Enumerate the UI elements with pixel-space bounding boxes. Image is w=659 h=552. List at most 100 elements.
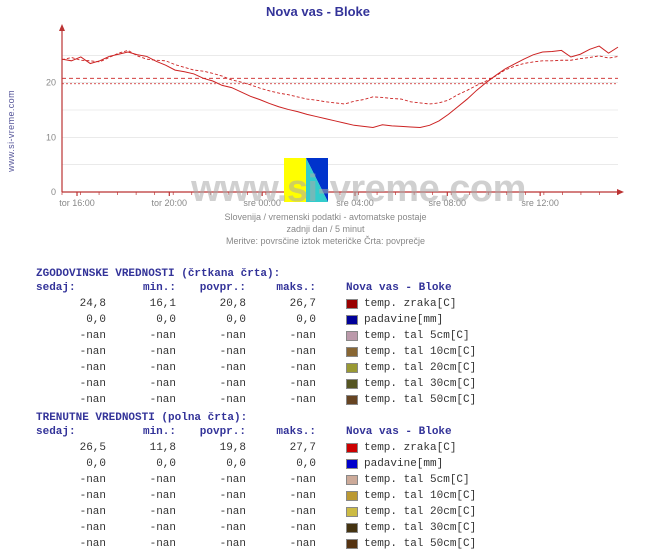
table-cell: -nan xyxy=(254,506,324,518)
table-col-header: sedaj: xyxy=(36,426,114,438)
series-swatch xyxy=(346,443,358,453)
table-row: 0,00,00,00,0padavine[mm] xyxy=(36,456,646,472)
table-cell: -nan xyxy=(36,330,114,342)
table-cell: 19,8 xyxy=(184,442,254,454)
table-cell: 0,0 xyxy=(114,458,184,470)
series-label: temp. tal 50cm[C] xyxy=(364,538,476,550)
series-swatch xyxy=(346,475,358,485)
series-label: temp. tal 30cm[C] xyxy=(364,378,476,390)
series-swatch xyxy=(346,395,358,405)
table-cell: 0,0 xyxy=(184,458,254,470)
table-col-header: min.: xyxy=(114,426,184,438)
table-cell: -nan xyxy=(184,394,254,406)
table-cell: 16,1 xyxy=(114,298,184,310)
table-cell: -nan xyxy=(36,346,114,358)
x-tick-label: tor 16:00 xyxy=(59,198,95,208)
table-cell: -nan xyxy=(184,346,254,358)
table-col-header: min.: xyxy=(114,282,184,294)
svg-text:20: 20 xyxy=(46,78,56,88)
series-swatch xyxy=(346,379,358,389)
subtitle-line-3: Meritve: povrsčine iztok meteričke Črta:… xyxy=(28,236,623,246)
table-row: -nan-nan-nan-nantemp. tal 5cm[C] xyxy=(36,328,646,344)
table-cell: 0,0 xyxy=(114,314,184,326)
series-swatch xyxy=(346,331,358,341)
table-cell: 20,8 xyxy=(184,298,254,310)
table-cell: -nan xyxy=(254,362,324,374)
table-cell: -nan xyxy=(254,330,324,342)
chart-title: Nova vas - Bloke xyxy=(28,4,608,19)
series-label: temp. zraka[C] xyxy=(364,442,456,454)
series-label: padavine[mm] xyxy=(364,458,443,470)
table-cell: -nan xyxy=(114,362,184,374)
table-cell: -nan xyxy=(254,474,324,486)
table-row: -nan-nan-nan-nantemp. tal 10cm[C] xyxy=(36,344,646,360)
table-cell: -nan xyxy=(184,330,254,342)
station-name: Nova vas - Bloke xyxy=(346,426,452,438)
station-name: Nova vas - Bloke xyxy=(346,282,452,294)
table-row: -nan-nan-nan-nantemp. tal 20cm[C] xyxy=(36,360,646,376)
subtitle-line-2: zadnji dan / 5 minut xyxy=(28,224,623,234)
series-swatch xyxy=(346,347,358,357)
data-tables: ZGODOVINSKE VREDNOSTI (črtkana črta):sed… xyxy=(36,264,646,552)
table-cell: 11,8 xyxy=(114,442,184,454)
table-cell: -nan xyxy=(36,538,114,550)
table-cell: 26,7 xyxy=(254,298,324,310)
table-cell: -nan xyxy=(184,490,254,502)
series-swatch xyxy=(346,507,358,517)
table-cell: -nan xyxy=(36,378,114,390)
table-cell: -nan xyxy=(254,378,324,390)
table-col-header: maks.: xyxy=(254,426,324,438)
chart-subtitle: Slovenija / vremenski podatki - avtomats… xyxy=(28,212,623,246)
table-cell: -nan xyxy=(184,522,254,534)
chart-frame: Nova vas - Bloke 01020 tor 16:00tor 20:0… xyxy=(28,2,653,538)
table-row: 26,511,819,827,7temp. zraka[C] xyxy=(36,440,646,456)
table-row: -nan-nan-nan-nantemp. tal 5cm[C] xyxy=(36,472,646,488)
series-label: temp. tal 20cm[C] xyxy=(364,506,476,518)
table-col-header: maks.: xyxy=(254,282,324,294)
table-row: -nan-nan-nan-nantemp. tal 30cm[C] xyxy=(36,376,646,392)
series-label: temp. tal 30cm[C] xyxy=(364,522,476,534)
table-cell: 26,5 xyxy=(36,442,114,454)
table-cell: 0,0 xyxy=(254,314,324,326)
series-label: temp. tal 10cm[C] xyxy=(364,346,476,358)
table-cell: -nan xyxy=(114,522,184,534)
table-cell: -nan xyxy=(114,474,184,486)
table-cell: -nan xyxy=(254,394,324,406)
table-cell: -nan xyxy=(114,490,184,502)
table-cell: 0,0 xyxy=(254,458,324,470)
svg-text:0: 0 xyxy=(51,187,56,196)
table-row: -nan-nan-nan-nantemp. tal 50cm[C] xyxy=(36,392,646,408)
table-row: -nan-nan-nan-nantemp. tal 30cm[C] xyxy=(36,520,646,536)
table-cell: 0,0 xyxy=(184,314,254,326)
table-row: -nan-nan-nan-nantemp. tal 50cm[C] xyxy=(36,536,646,552)
table-cell: -nan xyxy=(184,506,254,518)
table-row: 0,00,00,00,0padavine[mm] xyxy=(36,312,646,328)
table-cell: -nan xyxy=(254,346,324,358)
series-label: temp. tal 10cm[C] xyxy=(364,490,476,502)
series-label: temp. tal 20cm[C] xyxy=(364,362,476,374)
x-tick-label: sre 00:00 xyxy=(243,198,281,208)
svg-text:10: 10 xyxy=(46,132,56,142)
series-swatch xyxy=(346,459,358,469)
table-row: -nan-nan-nan-nantemp. tal 20cm[C] xyxy=(36,504,646,520)
table-cell: 24,8 xyxy=(36,298,114,310)
series-swatch xyxy=(346,363,358,373)
table-cell: 0,0 xyxy=(36,314,114,326)
x-tick-label: sre 04:00 xyxy=(336,198,374,208)
table-cell: -nan xyxy=(254,538,324,550)
series-swatch xyxy=(346,539,358,549)
series-swatch xyxy=(346,299,358,309)
table-cell: -nan xyxy=(184,474,254,486)
series-label: temp. tal 50cm[C] xyxy=(364,394,476,406)
series-label: temp. zraka[C] xyxy=(364,298,456,310)
series-swatch xyxy=(346,523,358,533)
table-cell: -nan xyxy=(36,490,114,502)
table-row: 24,816,120,826,7 temp. zraka[C] xyxy=(36,296,646,312)
subtitle-line-1: Slovenija / vremenski podatki - avtomats… xyxy=(28,212,623,222)
series-label: temp. tal 5cm[C] xyxy=(364,330,470,342)
chart-svg: 0 10 20 xyxy=(36,24,626,196)
table-row: -nan-nan-nan-nantemp. tal 10cm[C] xyxy=(36,488,646,504)
table-cell: -nan xyxy=(114,346,184,358)
table-col-header: povpr.: xyxy=(184,282,254,294)
table-section-header: TRENUTNE VREDNOSTI (polna črta): xyxy=(36,412,646,424)
